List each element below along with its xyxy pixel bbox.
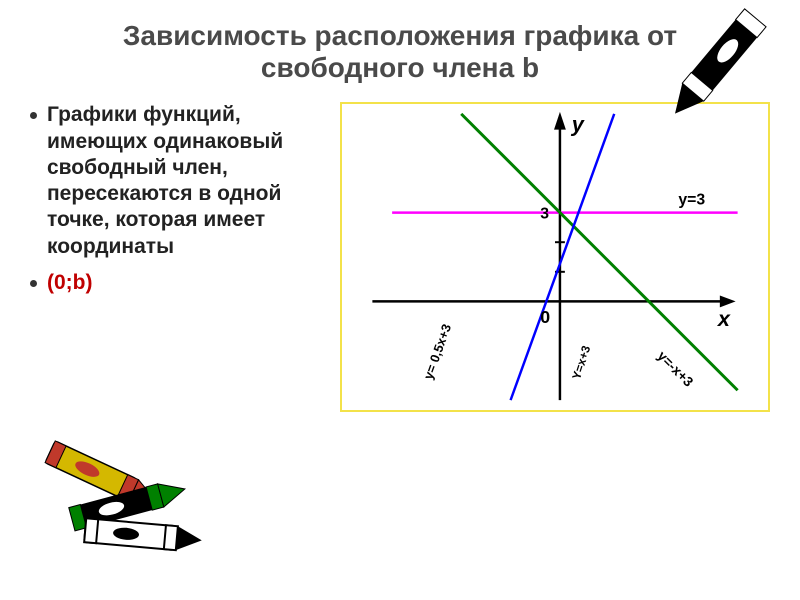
bullet-text: Графики функций, имеющих одинаковый своб… xyxy=(47,102,330,260)
crayon-decoration-icon xyxy=(630,0,800,130)
bullet-item: (0;b) xyxy=(30,270,330,296)
line-y-equals-half-x-plus-3 xyxy=(511,114,615,400)
linear-functions-chart: x y 0 3 y=3 y= 0,5x+3 Y=x+3 y=-x+3 xyxy=(342,104,768,410)
label-green: y=-x+3 xyxy=(655,348,697,390)
bullet-dot-icon xyxy=(30,112,37,119)
origin-label: 0 xyxy=(540,308,550,328)
crayons-group-icon xyxy=(30,415,230,570)
x-axis-label: x xyxy=(717,306,731,331)
label-blue: y= 0,5x+3 xyxy=(420,322,454,381)
bullet-list: Графики функций, имеющих одинаковый своб… xyxy=(30,102,330,412)
chart-container: x y 0 3 y=3 y= 0,5x+3 Y=x+3 y=-x+3 xyxy=(340,102,770,412)
bullet-dot-icon xyxy=(30,280,37,287)
label-y3: y=3 xyxy=(678,192,705,209)
y-axis-label: y xyxy=(571,112,585,137)
label-blue2: Y=x+3 xyxy=(569,344,593,382)
bullet-highlight: (0;b) xyxy=(47,270,93,296)
y-axis-arrow-icon xyxy=(554,112,566,130)
bullet-item: Графики функций, имеющих одинаковый своб… xyxy=(30,102,330,260)
tick-3-label: 3 xyxy=(540,206,549,223)
